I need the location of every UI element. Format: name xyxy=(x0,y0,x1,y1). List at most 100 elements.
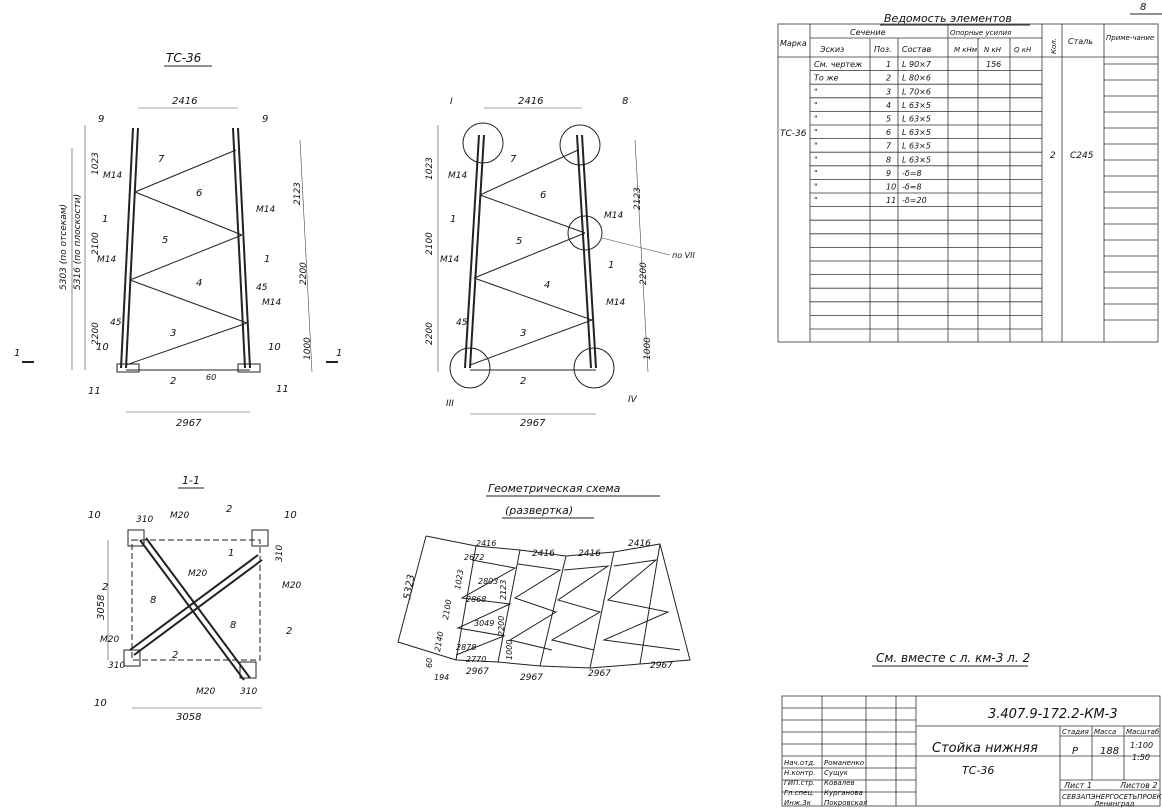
row-poz: 4 xyxy=(886,101,891,110)
svg-text:1: 1 xyxy=(608,260,614,271)
svg-text:2: 2 xyxy=(172,650,178,661)
node-ref-label: по VII xyxy=(672,251,696,260)
svg-text:2: 2 xyxy=(520,376,526,387)
node-label: III xyxy=(446,399,454,409)
bolt-label: М14 xyxy=(262,298,281,308)
left-leg xyxy=(125,127,139,369)
offset-dim: 310 xyxy=(108,661,125,671)
bottom-width-dim: 2967 xyxy=(520,418,546,429)
svg-text:2: 2 xyxy=(226,504,232,515)
svg-text:1: 1 xyxy=(450,214,456,225)
svg-text:5: 5 xyxy=(516,236,522,247)
geo-dim: 1000 xyxy=(505,640,514,660)
bolt-label: М20 xyxy=(282,581,301,591)
svg-text:3: 3 xyxy=(520,328,526,339)
massa-value: 188 xyxy=(1100,746,1119,757)
header-prim: Приме-чание xyxy=(1106,34,1154,42)
row-poz: 11 xyxy=(886,196,896,205)
geo-dim: 194 xyxy=(434,673,449,682)
svg-text:2: 2 xyxy=(286,626,292,637)
marka-cell: ТС-36 xyxy=(780,129,807,139)
svg-text:7: 7 xyxy=(510,154,517,165)
svg-text:6: 6 xyxy=(540,190,546,201)
drawing-code: 3.407.9-172.2-КМ-3 xyxy=(988,707,1118,722)
stadia-header: Стадия xyxy=(1062,728,1089,736)
row-eskiz: См. чертеж xyxy=(814,60,863,69)
svg-text:1: 1 xyxy=(102,214,108,225)
geo-top-dim: 2416 xyxy=(532,549,555,559)
angle-label: 45 xyxy=(256,283,268,293)
row-sostav: L 63×5 xyxy=(902,101,931,110)
list-count: Листов 2 xyxy=(1119,781,1158,790)
section-width-dim: 3058 xyxy=(176,712,201,723)
stamp-name: Покровская xyxy=(824,799,867,807)
geo-dim: 2803 xyxy=(478,577,498,586)
svg-text:1: 1 xyxy=(228,548,234,559)
right-low-dim: 1000 xyxy=(643,337,653,360)
angle-label: 60 xyxy=(206,373,216,382)
row-sostav: L 63×5 xyxy=(902,128,931,137)
masht-header: Масштаб xyxy=(1126,728,1160,736)
bolt-label: М20 xyxy=(100,635,119,645)
header-q: Q кН xyxy=(1014,46,1032,54)
geo-bottom-dim: 2967 xyxy=(520,673,543,683)
svg-text:10: 10 xyxy=(284,510,297,521)
city: Ленинград xyxy=(1093,800,1135,808)
row-eskiz: " xyxy=(814,128,818,137)
row-sostav: L 63×5 xyxy=(902,155,931,164)
svg-text:3: 3 xyxy=(170,328,176,339)
row-sostav: L 80×6 xyxy=(902,74,931,83)
svg-text:10: 10 xyxy=(96,342,109,353)
svg-text:10: 10 xyxy=(268,342,281,353)
left-upper-dim: 1023 xyxy=(91,152,101,175)
header-kol: Кол. xyxy=(1050,38,1058,54)
drawing-title: Стойка нижняя xyxy=(932,741,1038,756)
svg-text:9: 9 xyxy=(98,114,104,125)
title-block: 3.407.9-172.2-КМ-3 Стойка нижняя ТС-36 С… xyxy=(781,695,1162,808)
right-upper-dim: 2123 xyxy=(633,187,643,210)
svg-text:9: 9 xyxy=(262,114,268,125)
bolt-label: М20 xyxy=(170,511,189,521)
row-eskiz: " xyxy=(814,101,818,110)
svg-text:4: 4 xyxy=(196,278,202,289)
row-sostav: -δ=8 xyxy=(902,169,922,178)
row-eskiz: " xyxy=(814,196,818,205)
row-poz: 8 xyxy=(886,155,891,164)
row-sostav: L 63×5 xyxy=(902,142,931,151)
svg-text:6: 6 xyxy=(196,188,202,199)
drawing-subtitle: ТС-36 xyxy=(962,764,994,777)
stamp-role: ГИП.стр. xyxy=(784,779,815,787)
stamp-role: Нач.отд. xyxy=(784,759,815,767)
svg-text:5: 5 xyxy=(162,235,168,246)
bolt-label: М20 xyxy=(188,569,207,579)
header-eskiz: Эскиз xyxy=(819,45,844,54)
bolt-label: М14 xyxy=(103,171,122,181)
bolt-label: М14 xyxy=(604,211,623,221)
geo-dim: 60 xyxy=(425,658,434,668)
svg-text:1: 1 xyxy=(264,254,270,265)
row-n: 156 xyxy=(986,60,1001,69)
top-width-dim: 2416 xyxy=(518,96,543,107)
svg-text:8: 8 xyxy=(622,96,628,107)
right-mid-dim: 2200 xyxy=(299,262,309,285)
row-eskiz: " xyxy=(814,155,818,164)
section-title: 1-1 xyxy=(182,474,200,487)
header-poz: Поз. xyxy=(874,45,892,54)
row-poz: 2 xyxy=(886,74,891,83)
row-eskiz: " xyxy=(814,142,818,151)
angle-label: 45 xyxy=(110,318,122,328)
header-n: N кН xyxy=(984,46,1002,54)
row-eskiz: " xyxy=(814,87,818,96)
node-label: IV xyxy=(628,395,638,405)
kol-cell: 2 xyxy=(1050,151,1056,161)
header-usiliya: Опорные усилия xyxy=(950,29,1011,37)
row-eskiz: " xyxy=(814,115,818,124)
stamp-name: Романенко xyxy=(824,759,864,767)
left-mid-dim: 2100 xyxy=(425,232,435,255)
left-total-dim-b: 5316 (по плоскости) xyxy=(73,194,83,290)
row-poz: 6 xyxy=(886,128,891,137)
geo-bottom-dim: 2967 xyxy=(466,667,489,677)
geo-dim: 2672 xyxy=(464,553,484,562)
svg-text:2: 2 xyxy=(170,376,176,387)
offset-dim: 310 xyxy=(240,687,257,697)
